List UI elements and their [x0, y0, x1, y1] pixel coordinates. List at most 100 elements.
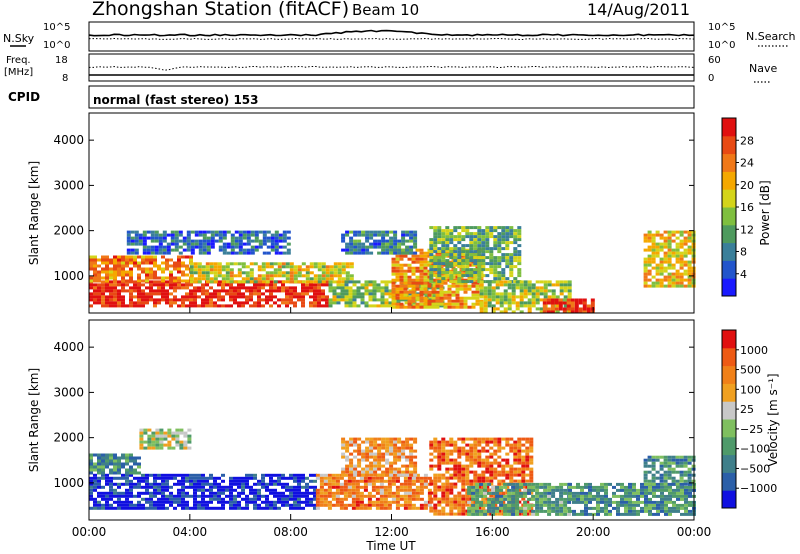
heatmap-cell: [210, 233, 215, 237]
heatmap-cell: [221, 295, 225, 299]
heatmap-cell: [97, 289, 101, 293]
heatmap-cell: [648, 500, 652, 504]
heatmap-cell: [377, 242, 382, 246]
heatmap-cell: [225, 271, 230, 275]
heatmap-cell: [427, 281, 432, 285]
heatmap-cell: [559, 497, 564, 501]
heatmap-cell: [644, 506, 648, 510]
heatmap-cell: [443, 254, 448, 258]
heatmap-cell: [167, 443, 172, 447]
heatmap-cell: [357, 446, 362, 450]
heatmap-cell: [297, 479, 301, 483]
heatmap-cell: [567, 283, 572, 287]
colorbar-tick-label: 24: [740, 157, 754, 170]
heatmap-cell: [664, 485, 668, 489]
heatmap-cell: [153, 283, 157, 287]
heatmap-cell: [535, 307, 540, 311]
heatmap-cell: [445, 482, 450, 486]
heatmap-cell: [505, 440, 510, 444]
heatmap-cell: [265, 500, 269, 504]
heatmap-cell: [371, 476, 376, 480]
heatmap-cell: [133, 255, 137, 259]
heatmap-cell: [210, 230, 215, 234]
heatmap-cell: [274, 242, 279, 246]
heatmap-cell: [543, 289, 548, 293]
heatmap-cell: [403, 485, 408, 489]
heatmap-cell: [429, 244, 434, 248]
heatmap-cell: [547, 488, 552, 492]
heatmap-cell: [353, 437, 358, 441]
heatmap-cell: [253, 301, 257, 305]
heatmap-cell: [181, 491, 185, 495]
heatmap-cell: [197, 473, 201, 477]
heatmap-cell: [643, 239, 648, 243]
heatmap-cell: [341, 452, 346, 456]
heatmap-cell: [491, 307, 496, 311]
heatmap-cell: [126, 233, 131, 237]
heatmap-cell: [347, 479, 352, 483]
heatmap-cell: [451, 305, 456, 309]
heatmap-cell: [515, 307, 520, 311]
heatmap-cell: [137, 283, 141, 287]
heatmap-cell: [249, 271, 254, 275]
heatmap-cell: [218, 233, 223, 237]
heatmap-cell: [441, 440, 446, 444]
heatmap-cell: [357, 233, 362, 237]
heatmap-cell: [380, 286, 385, 290]
heatmap-cell: [197, 295, 201, 299]
heatmap-cell: [683, 473, 688, 477]
heatmap-cell: [323, 479, 328, 483]
heatmap-cell: [146, 230, 151, 234]
heatmap-cell: [321, 262, 326, 266]
heatmap-cell: [246, 230, 251, 234]
heatmap-cell: [245, 503, 249, 507]
heatmap-cell: [257, 277, 262, 281]
heatmap-cell: [407, 257, 412, 261]
heatmap-cell: [395, 266, 400, 270]
heatmap-cell: [250, 245, 255, 249]
heatmap-cell: [592, 506, 596, 510]
heatmap-cell: [341, 248, 346, 252]
heatmap-cell: [162, 245, 167, 249]
heatmap-cell: [150, 245, 155, 249]
heatmap-cell: [563, 286, 568, 290]
heatmap-cell: [515, 286, 520, 290]
heatmap-cell: [459, 275, 464, 279]
heatmap-cell: [435, 293, 440, 297]
heatmap-cell: [305, 292, 309, 296]
heatmap-cell: [321, 271, 326, 275]
heatmap-cell: [175, 434, 180, 438]
heatmap-cell: [361, 230, 366, 234]
heatmap-cell: [391, 494, 396, 498]
heatmap-cell: [273, 506, 277, 510]
heatmap-cell: [181, 500, 185, 504]
heatmap-cell: [137, 289, 141, 293]
heatmap-cell: [257, 497, 261, 501]
heatmap-cell: [659, 248, 664, 252]
heatmap-cell: [413, 440, 418, 444]
heatmap-cell: [293, 286, 297, 290]
heatmap-cell: [171, 431, 176, 435]
heatmap-cell: [121, 494, 125, 498]
heatmap-cell: [473, 443, 478, 447]
heatmap-cell: [539, 307, 544, 311]
heatmap-cell: [332, 292, 337, 296]
nsky-panel: [88, 21, 695, 52]
heatmap-cell: [238, 230, 243, 234]
heatmap-cell: [651, 248, 656, 252]
heatmap-cell: [525, 446, 530, 450]
heatmap-cell: [461, 259, 466, 263]
heatmap-cell: [385, 230, 390, 234]
heatmap-cell: [282, 245, 287, 249]
heatmap-cell: [209, 295, 213, 299]
heatmap-cell: [274, 230, 279, 234]
heatmap-cell: [158, 239, 163, 243]
heatmap-cell: [415, 284, 420, 288]
heatmap-cell: [550, 307, 555, 311]
heatmap-cell: [185, 295, 189, 299]
heatmap-cell: [202, 236, 207, 240]
heatmap-cell: [391, 473, 396, 477]
heatmap-cell: [401, 446, 406, 450]
heatmap-cell: [222, 242, 227, 246]
heatmap-cell: [129, 500, 133, 504]
